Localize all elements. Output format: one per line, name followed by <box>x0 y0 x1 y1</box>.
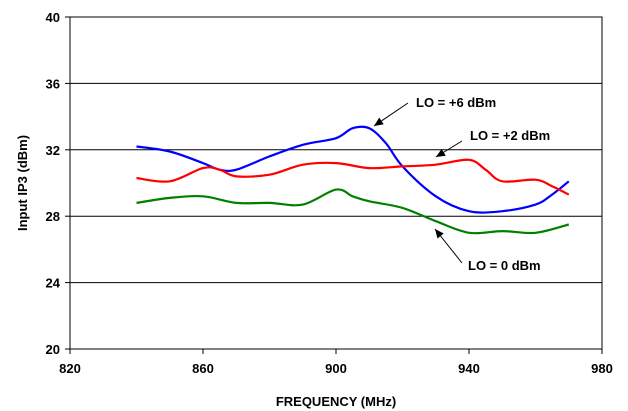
y-tick-label: 32 <box>46 143 60 158</box>
x-axis-ticks: 820 860 900 940 980 <box>59 349 613 376</box>
series-line-2 <box>136 188 570 235</box>
arrow-lo-0 <box>434 228 463 264</box>
annotation-arrows <box>373 102 463 264</box>
x-tick-label: 820 <box>59 361 81 376</box>
grid-lines <box>70 16 602 350</box>
y-tick-label: 24 <box>46 276 61 291</box>
x-tick-label: 900 <box>325 361 347 376</box>
y-tick-label: 36 <box>46 76 60 91</box>
x-tick-label: 940 <box>458 361 480 376</box>
y-axis-title: Input IP3 (dBm) <box>15 135 30 231</box>
arrow-lo-plus2 <box>435 140 463 158</box>
plot-frame <box>69 16 603 350</box>
x-axis-title: FREQUENCY (MHz) <box>276 394 396 409</box>
series-lines <box>136 125 570 235</box>
x-tick-label: 980 <box>591 361 613 376</box>
annotation-lo-plus6: LO = +6 dBm <box>416 95 496 110</box>
y-tick-label: 28 <box>46 209 60 224</box>
x-tick-label: 860 <box>192 361 214 376</box>
y-tick-label: 20 <box>46 342 60 357</box>
arrow-lo-plus6 <box>373 102 409 127</box>
y-tick-label: 40 <box>46 10 60 25</box>
annotation-lo-0: LO = 0 dBm <box>468 258 541 273</box>
annotation-lo-plus2: LO = +2 dBm <box>470 128 550 143</box>
series-line-1 <box>136 158 570 196</box>
y-axis-ticks: 20 24 28 32 36 40 <box>46 10 70 357</box>
